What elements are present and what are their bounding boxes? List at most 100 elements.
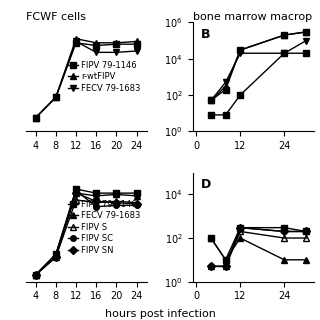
FIPV SN	[224, 264, 228, 268]
FIPV S	[54, 255, 58, 259]
FIPV 79-1146	[238, 226, 242, 229]
FECV 79-1683	[135, 194, 139, 198]
FECV 79-1683	[74, 191, 78, 195]
FIPV S	[34, 273, 38, 277]
Line: FIPV 79-1146: FIPV 79-1146	[33, 186, 139, 277]
Line: FECV 79-1683: FECV 79-1683	[33, 39, 139, 120]
FIPV 79-1146	[304, 229, 308, 233]
r-wtFIPV	[238, 48, 242, 52]
Line: FECV 79-1683: FECV 79-1683	[33, 190, 139, 277]
FIPV S	[115, 199, 118, 203]
Text: D: D	[201, 178, 211, 191]
FECV 79-1683	[209, 99, 213, 102]
Legend: FIPV 79-1146, r-wtFIPV, FECV 79-1683: FIPV 79-1146, r-wtFIPV, FECV 79-1683	[67, 59, 142, 94]
FIPV SC	[282, 229, 286, 233]
FIPV 79-1146	[209, 236, 213, 240]
FECV 79-1683	[304, 258, 308, 262]
FIPV S	[224, 264, 228, 268]
r-wtFIPV	[115, 41, 118, 45]
r-wtFIPV	[224, 84, 228, 88]
FIPV S	[209, 264, 213, 268]
Line: FIPV SC: FIPV SC	[208, 225, 309, 269]
Line: FIPV S: FIPV S	[208, 229, 309, 269]
FECV 79-1683	[94, 194, 98, 198]
FIPV SN	[135, 202, 139, 206]
FIPV SN	[34, 273, 38, 277]
Line: FIPV 79-1146: FIPV 79-1146	[208, 225, 309, 263]
Text: bone marrow macrop: bone marrow macrop	[193, 12, 312, 22]
FIPV S	[94, 201, 98, 204]
FECV 79-1683	[135, 49, 139, 53]
FECV 79-1683	[34, 116, 38, 120]
FECV 79-1683	[115, 193, 118, 196]
FIPV 79-1146	[209, 99, 213, 102]
r-wtFIPV	[74, 37, 78, 41]
FIPV S	[282, 236, 286, 240]
FECV 79-1683	[94, 51, 98, 54]
Line: FECV 79-1683: FECV 79-1683	[208, 235, 309, 263]
Text: B: B	[201, 28, 211, 41]
Line: FIPV SN: FIPV SN	[208, 225, 309, 269]
Line: r-wtFIPV: r-wtFIPV	[208, 29, 309, 103]
FECV 79-1683	[238, 51, 242, 55]
FIPV SN	[209, 264, 213, 268]
FIPV SN	[74, 191, 78, 195]
FIPV 79-1146	[238, 48, 242, 52]
FIPV 79-1146	[34, 273, 38, 277]
FECV 79-1683	[34, 273, 38, 277]
Line: FIPV S: FIPV S	[33, 197, 139, 277]
r-wtFIPV	[304, 30, 308, 34]
FIPV 79-1146	[54, 95, 58, 99]
r-wtFIPV	[34, 116, 38, 120]
FIPV SN	[54, 255, 58, 259]
Line: FIPV SN: FIPV SN	[33, 190, 139, 277]
FIPV 79-1146	[94, 44, 98, 47]
FIPV SC	[74, 188, 78, 192]
FIPV 79-1146	[224, 258, 228, 262]
FIPV SC	[115, 204, 118, 207]
FIPV SN	[282, 229, 286, 233]
FIPV 79-1146	[115, 191, 118, 195]
FIPV 79-1146	[135, 191, 139, 195]
Line: r-wtFIPV: r-wtFIPV	[33, 36, 139, 120]
FECV 79-1683	[54, 252, 58, 256]
FECV 79-1683	[282, 51, 286, 55]
FECV 79-1683	[54, 95, 58, 99]
r-wtFIPV	[282, 33, 286, 37]
FECV 79-1683	[224, 80, 228, 84]
FIPV SN	[94, 199, 98, 203]
FECV 79-1683	[209, 236, 213, 240]
FIPV S	[135, 201, 139, 204]
FIPV SC	[135, 204, 139, 207]
FIPV SC	[304, 229, 308, 233]
FIPV SN	[304, 229, 308, 233]
r-wtFIPV	[209, 99, 213, 102]
r-wtFIPV	[135, 40, 139, 44]
FECV 79-1683	[304, 39, 308, 43]
FIPV 79-1146	[74, 41, 78, 45]
Line: FIPV 79-1146: FIPV 79-1146	[33, 40, 139, 120]
FIPV 79-1146	[54, 252, 58, 256]
Line: FIPV SC: FIPV SC	[33, 188, 139, 277]
FECV 79-1683	[115, 51, 118, 54]
FIPV SC	[94, 205, 98, 209]
FECV 79-1683	[282, 258, 286, 262]
Line: FECV 79-1683: FECV 79-1683	[208, 38, 309, 103]
FIPV 79-1146	[224, 88, 228, 92]
FIPV SC	[224, 264, 228, 268]
FIPV 79-1146	[34, 116, 38, 120]
r-wtFIPV	[94, 41, 98, 45]
FIPV S	[238, 229, 242, 233]
Text: hours post infection: hours post infection	[105, 309, 215, 319]
FIPV SC	[209, 264, 213, 268]
FIPV SN	[115, 201, 118, 204]
FIPV S	[304, 236, 308, 240]
FECV 79-1683	[224, 258, 228, 262]
FECV 79-1683	[238, 236, 242, 240]
FIPV 79-1146	[135, 42, 139, 46]
FIPV SC	[34, 273, 38, 277]
FIPV SC	[238, 226, 242, 229]
r-wtFIPV	[54, 95, 58, 99]
FIPV 79-1146	[304, 30, 308, 34]
Line: FIPV 79-1146: FIPV 79-1146	[208, 29, 309, 103]
